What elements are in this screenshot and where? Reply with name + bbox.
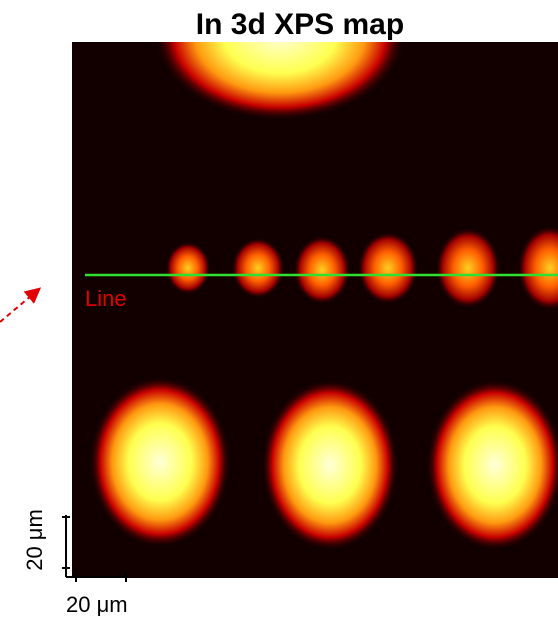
dot	[358, 232, 418, 304]
arrow	[0, 290, 38, 322]
blob	[262, 380, 398, 550]
dot	[436, 228, 500, 308]
scale-y-label: 20 μm	[22, 509, 47, 571]
dot	[232, 238, 284, 298]
dot	[294, 236, 350, 304]
blob	[427, 380, 558, 550]
scale-x-label: 20 μm	[66, 592, 128, 617]
line-label: Line	[85, 286, 127, 311]
page: In 3d XPS map Line 20 μm 20 μm (() => { …	[0, 0, 558, 620]
blob	[90, 377, 230, 547]
figure: In 3d XPS map Line 20 μm 20 μm	[0, 0, 558, 620]
xps-map	[72, 0, 558, 578]
dot	[166, 242, 210, 294]
title: In 3d XPS map	[196, 8, 404, 41]
